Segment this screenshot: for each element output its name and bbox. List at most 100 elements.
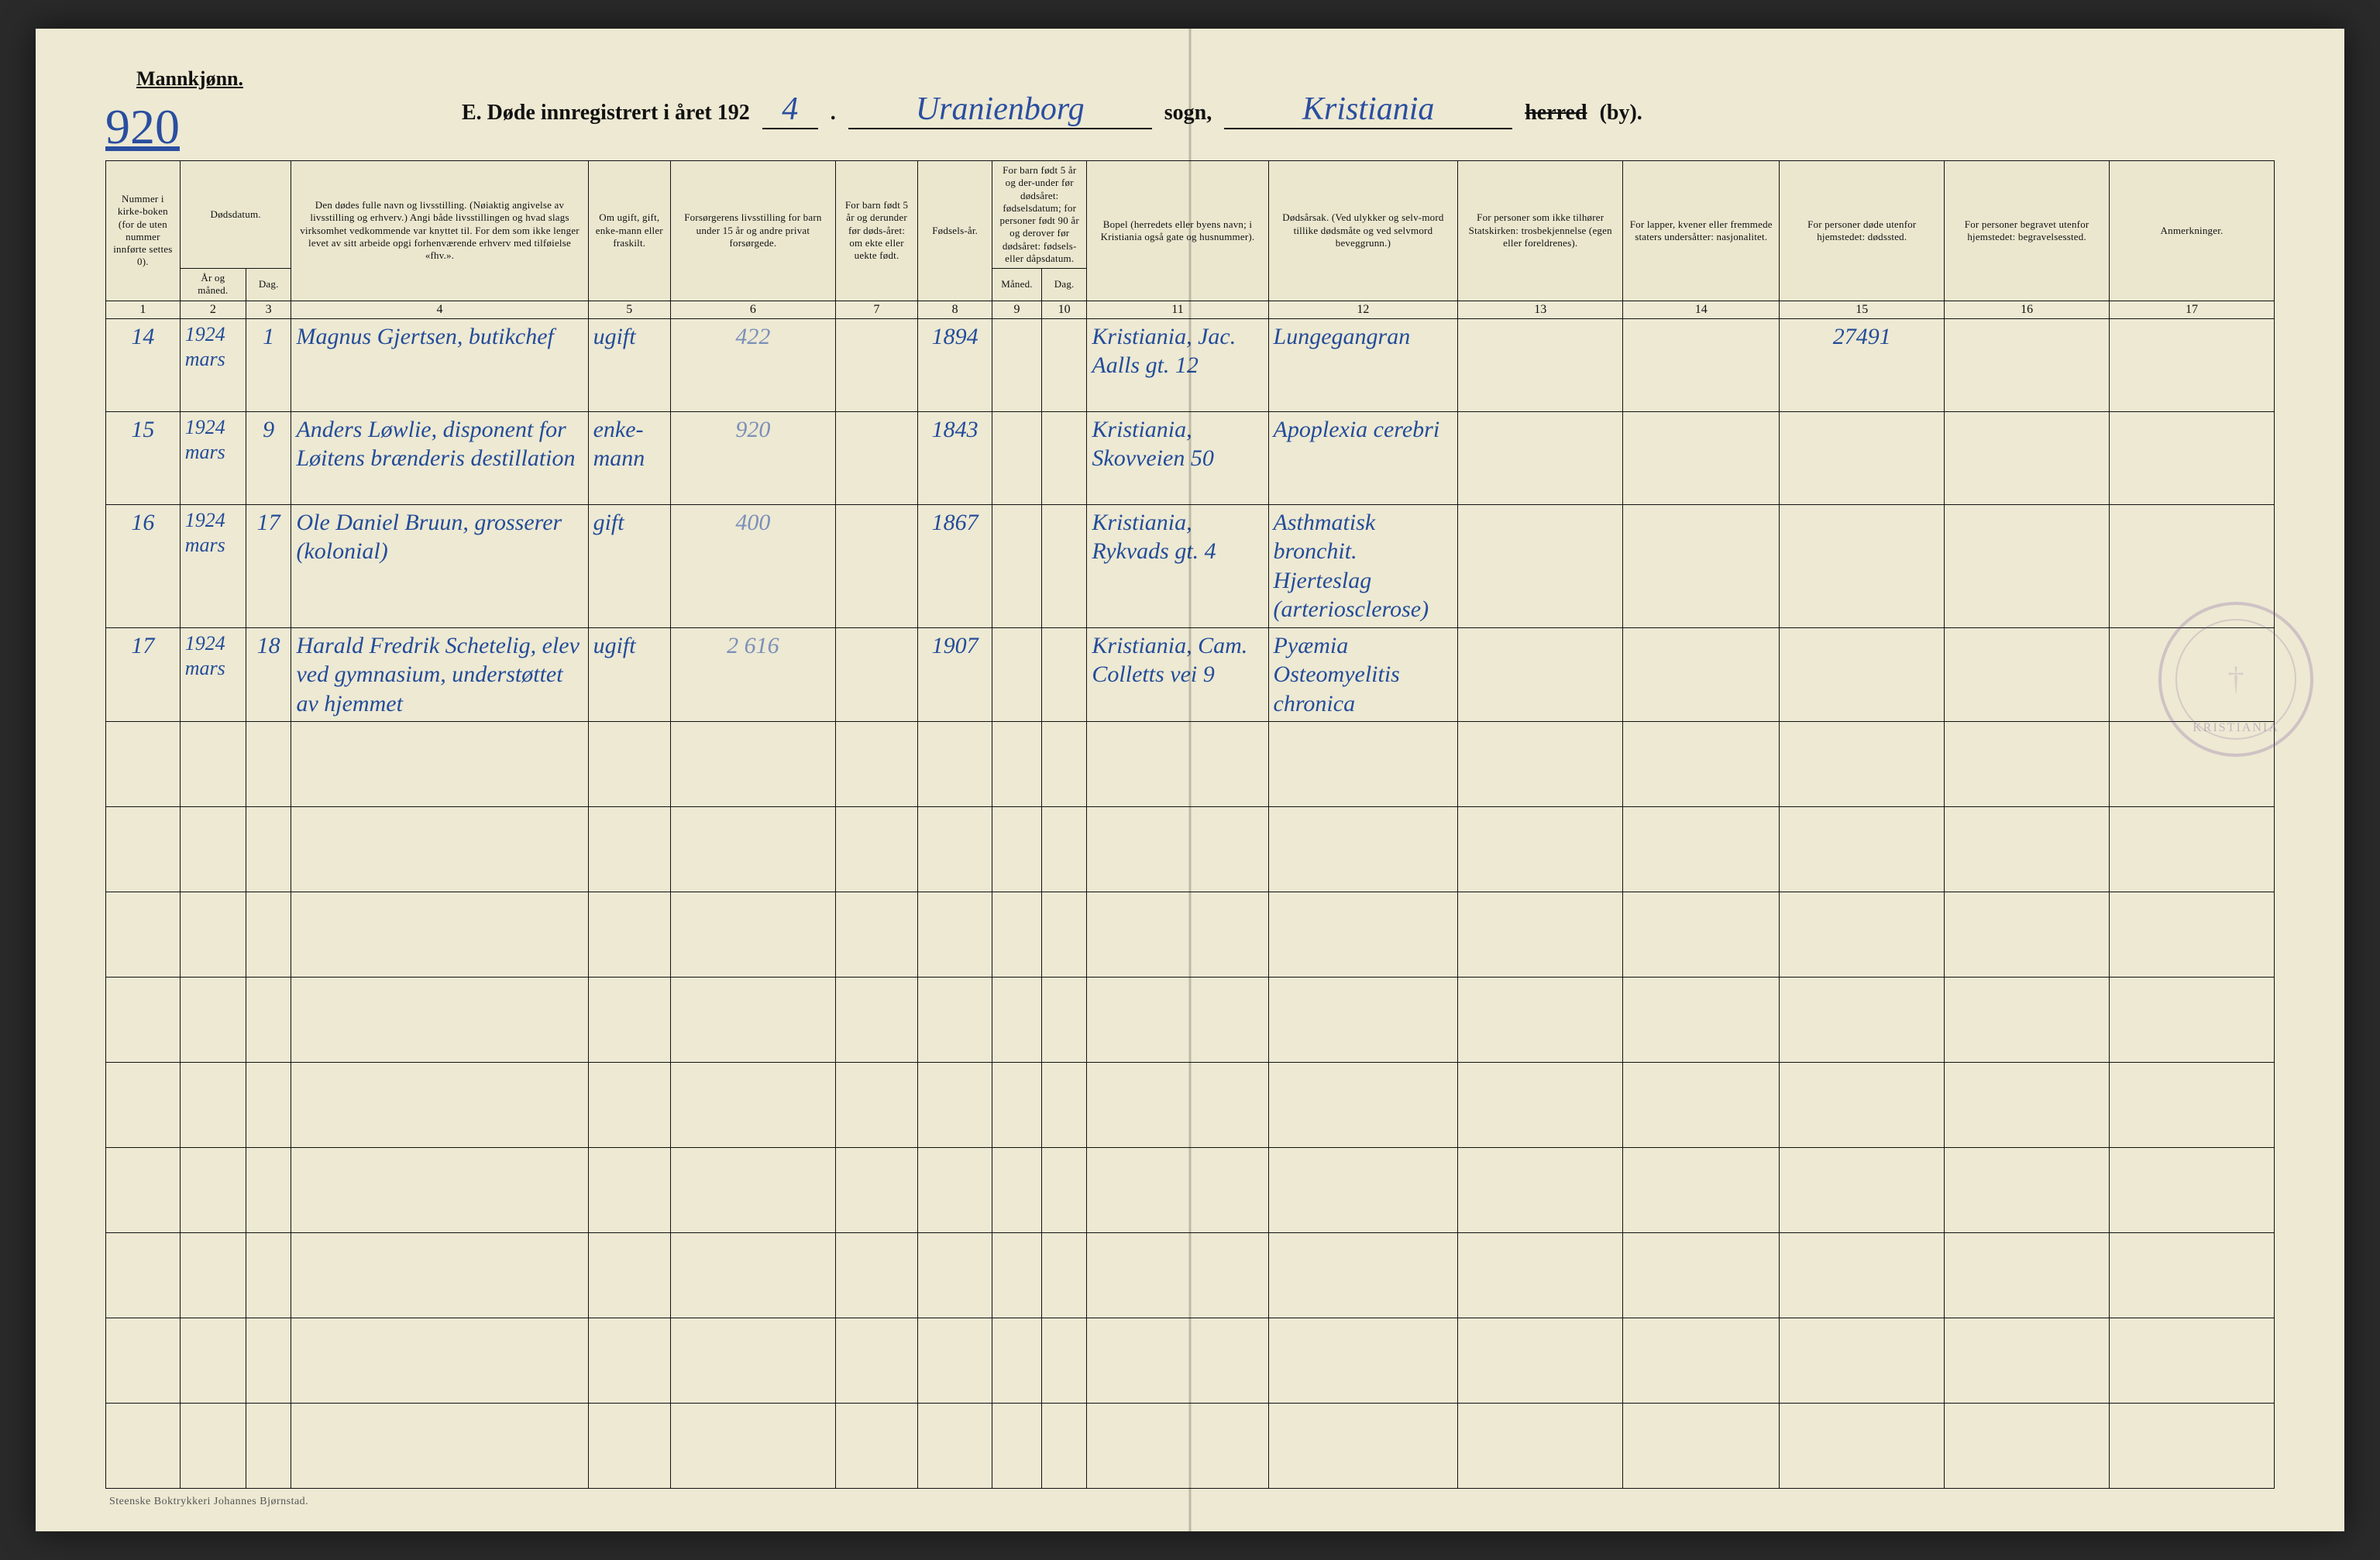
empty-cell [671,978,836,1063]
colnum-11: 11 [1087,301,1268,318]
col-8-header: Fødsels-år. [918,161,992,301]
cell-cause: Apoplexia cerebri [1268,411,1458,504]
empty-cell [671,1233,836,1318]
cell-day: 18 [246,627,291,722]
cell-ekte [835,411,917,504]
cell-c13 [1458,411,1623,504]
cell-c17 [2110,411,2275,504]
empty-cell [1087,1404,1268,1489]
empty-cell [291,722,588,807]
empty-cell [835,807,917,892]
empty-cell [671,1148,836,1233]
empty-cell [1623,1148,1780,1233]
empty-cell [992,1063,1042,1148]
empty-cell [1268,1233,1458,1318]
empty-cell [246,1148,291,1233]
empty-cell [246,892,291,978]
empty-cell [180,1404,246,1489]
col-9-10-header: For barn født 5 år og der-under før døds… [992,161,1087,269]
empty-cell [671,722,836,807]
empty-cell [180,1318,246,1404]
colnum-1: 1 [106,301,181,318]
empty-cell [671,807,836,892]
cell-residence: Kristiania, Cam. Colletts vei 9 [1087,627,1268,722]
empty-cell [1458,1318,1623,1404]
empty-cell [918,1404,992,1489]
empty-cell [1945,978,2110,1063]
empty-cell [835,1063,917,1148]
cell-year-month: 1924 mars [180,627,246,722]
cell-provider: 2 616 [671,627,836,722]
empty-cell [1087,978,1268,1063]
empty-cell [1623,1063,1780,1148]
cell-birth-month [992,411,1042,504]
cell-year-month: 1924 mars [180,318,246,411]
colnum-4: 4 [291,301,588,318]
cell-provider: 920 [671,411,836,504]
empty-cell [180,807,246,892]
empty-cell [291,892,588,978]
cell-c13 [1458,504,1623,627]
empty-cell [1623,722,1780,807]
empty-cell [180,1233,246,1318]
cell-ekte [835,627,917,722]
cell-c14 [1623,504,1780,627]
empty-cell [1087,1233,1268,1318]
empty-cell [1041,1063,1087,1148]
empty-cell [918,1148,992,1233]
empty-cell [1087,1318,1268,1404]
col-6-header: Forsørgerens livsstilling for barn under… [671,161,836,301]
colnum-2: 2 [180,301,246,318]
col-16-header: For personer begravet utenfor hjemstedet… [1945,161,2110,301]
colnum-8: 8 [918,301,992,318]
cell-status: ugift [588,627,670,722]
empty-cell [246,1063,291,1148]
empty-cell [671,1404,836,1489]
empty-cell [588,1148,670,1233]
colnum-12: 12 [1268,301,1458,318]
empty-cell [1945,807,2110,892]
empty-cell [1623,892,1780,978]
empty-cell [992,1148,1042,1233]
empty-cell [918,1233,992,1318]
empty-cell [588,1404,670,1489]
cell-ekte [835,504,917,627]
cell-residence: Kristiania, Rykvads gt. 4 [1087,504,1268,627]
empty-cell [835,1233,917,1318]
colnum-7: 7 [835,301,917,318]
empty-cell [1268,978,1458,1063]
empty-cell [1780,1148,1945,1233]
cell-c15 [1780,411,1945,504]
col-7-header: For barn født 5 år og derunder før døds-… [835,161,917,301]
cell-birth-day [1041,627,1087,722]
cell-cause: Pyæmia Osteomyelitis chronica [1268,627,1458,722]
cell-cause: Asthmatisk bronchit. Hjerteslag (arterio… [1268,504,1458,627]
empty-cell [1780,1404,1945,1489]
cell-status: enke-mann [588,411,670,504]
title-period: . [831,101,836,125]
empty-cell [1780,1233,1945,1318]
cell-c16 [1945,504,2110,627]
page-number-handwritten: 920 [105,98,180,156]
empty-cell [1623,978,1780,1063]
empty-cell [1945,1148,2110,1233]
empty-cell [2110,1233,2275,1318]
gender-label: Mannkjønn. [136,67,243,91]
cell-num: 15 [106,411,181,504]
cell-c17 [2110,318,2275,411]
empty-cell [588,722,670,807]
empty-cell [1268,807,1458,892]
empty-cell [1041,807,1087,892]
cell-c13 [1458,627,1623,722]
empty-cell [1623,1233,1780,1318]
cell-status: gift [588,504,670,627]
colnum-9: 9 [992,301,1042,318]
empty-cell [671,1063,836,1148]
colnum-5: 5 [588,301,670,318]
stamp-text: KRISTIANIA [2162,721,2310,735]
empty-cell [1268,1148,1458,1233]
cell-birth-day [1041,504,1087,627]
cell-day: 1 [246,318,291,411]
empty-cell [918,807,992,892]
empty-cell [106,892,181,978]
